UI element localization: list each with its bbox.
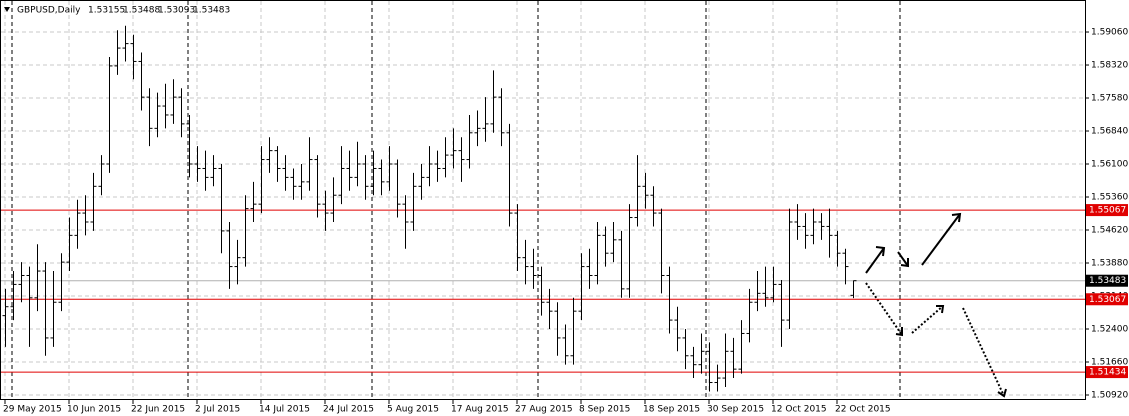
arrow [962,307,1005,397]
plot-frame [0,0,1086,400]
arrow-head [875,246,886,257]
arrow-head [951,212,962,223]
level-label-box [1086,293,1128,306]
y-tick-label: 1.53880 [1091,259,1128,269]
level-label-box [1086,366,1128,379]
arrow [865,282,903,336]
y-tick-label: 1.58320 [1091,61,1128,71]
symbol: GBPUSD,Daily [17,6,81,16]
menu-arrow[interactable] [4,7,10,12]
x-tick-label: 29 May 2015 [3,405,62,415]
level-label: 1.51434 [1089,368,1126,378]
grid [1,1,1085,400]
arrow [865,247,885,274]
x-tick-label: 24 Jul 2015 [323,405,374,415]
y-tick-label: 1.55360 [1091,193,1128,203]
y-tick-label: 1.59060 [1091,28,1128,38]
x-tick-label: 18 Sep 2015 [643,405,700,415]
arrow [897,251,909,267]
price-label-box [1086,274,1128,287]
low-value: 1.53093 [158,6,195,16]
high-value: 1.53488 [123,6,160,16]
level-label: 1.53067 [1089,295,1126,305]
close-value: 1.53483 [193,6,230,16]
x-tick-label: 10 Jun 2015 [67,405,121,415]
open-value: 1.53155 [88,6,125,16]
x-tick-label: 22 Jun 2015 [131,405,185,415]
x-tick-label: 30 Sep 2015 [707,405,764,415]
y-tick-label: 1.52400 [1091,325,1128,335]
y-tick-label: 1.54620 [1091,226,1128,236]
y-tick-label: 1.57580 [1091,94,1128,104]
arrow-head [900,258,909,268]
arrow [921,213,961,266]
level-label: 1.55067 [1089,206,1126,216]
y-tick-label: 1.51660 [1091,358,1128,368]
y-tick-label: 1.50920 [1091,391,1128,401]
x-tick-label: 2 Jul 2015 [195,405,240,415]
x-tick-label: 22 Oct 2015 [835,405,891,415]
drawn-arrows [865,212,1007,398]
x-tick-label: 8 Sep 2015 [579,405,630,415]
y-tick-label: 1.56840 [1091,127,1128,137]
arrow-head [936,305,945,314]
period-separators [11,1,901,399]
x-tick-label: 27 Aug 2015 [515,405,573,415]
level-label-box [1086,204,1128,217]
arrow [911,305,944,334]
arrow-head [997,388,1007,398]
price-label: 1.53483 [1089,276,1126,286]
x-tick-label: 17 Aug 2015 [451,405,509,415]
x-tick-label: 12 Oct 2015 [771,405,827,415]
x-tick-label: 5 Aug 2015 [387,405,439,415]
arrow-head [895,327,903,337]
y-tick-label: 1.56100 [1091,160,1128,170]
x-tick-label: 14 Jul 2015 [259,405,310,415]
